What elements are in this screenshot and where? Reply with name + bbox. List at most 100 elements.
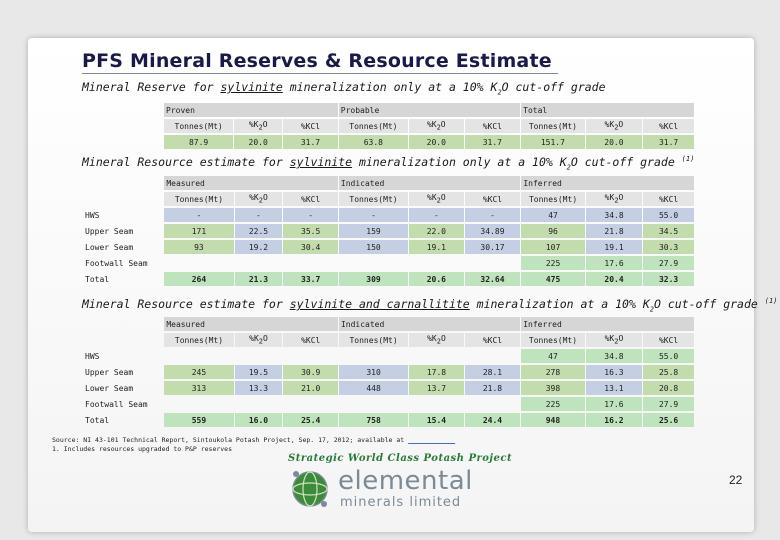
- corner-cell: [85, 333, 163, 347]
- source-link[interactable]: [408, 436, 455, 444]
- row-label: Lower Seam: [85, 383, 134, 393]
- column-header: Tonnes(Mt): [521, 333, 585, 347]
- page-title: PFS Mineral Reserves & Resource Estimate: [82, 50, 552, 72]
- column-header: %K2O: [234, 333, 283, 347]
- table-cell: 16.0: [234, 413, 283, 427]
- column-header: %KCl: [464, 333, 521, 347]
- group-header: Inferred: [521, 176, 694, 190]
- table-cell: 20.0: [408, 135, 464, 149]
- table-cell: [465, 256, 521, 270]
- table-cell: 55.0: [643, 349, 694, 363]
- resource-sylvinite-table: Measured Indicated Inferred Tonnes(Mt) %…: [84, 174, 695, 288]
- table-row: Lower Seam 313 13.3 21.0 448 13.7 21.8 398 13.1 2…: [85, 381, 694, 395]
- table-cell: [283, 397, 338, 411]
- table-cell: 20.6: [409, 272, 464, 286]
- group-header: Measured: [164, 317, 338, 331]
- column-header: Tonnes(Mt): [338, 192, 409, 206]
- column-header: %KCl: [464, 119, 521, 133]
- subtitle-text: O cut-off grade: [570, 155, 682, 169]
- table-cell: 21.3: [234, 272, 283, 286]
- table-cell: 20.8: [643, 381, 694, 395]
- table-cell: [339, 349, 408, 363]
- table-cell: 22.0: [409, 224, 464, 238]
- column-header: %K2O: [585, 119, 643, 133]
- column-header: %K2O: [234, 119, 283, 133]
- page-number: 22: [729, 473, 743, 487]
- group-header: Indicated: [338, 176, 521, 190]
- table-cell: [164, 256, 233, 270]
- table-cell: 27.9: [643, 397, 694, 411]
- subtitle-text: O cut-off grade: [653, 297, 765, 311]
- table-cell: 150: [338, 240, 409, 254]
- table-cell: 398: [521, 381, 585, 395]
- resource-combined-subtitle: Mineral Resource estimate for sylvinite …: [82, 297, 777, 313]
- row-label: HWS: [85, 210, 100, 220]
- table-cell: 20.0: [234, 135, 283, 149]
- table-cell: [409, 256, 464, 270]
- table-cell: 313: [164, 381, 234, 395]
- table-cell: [339, 397, 408, 411]
- table-cell: 151.7: [521, 135, 585, 149]
- table-cell: 31.7: [283, 135, 338, 149]
- group-header-row: Proven Probable Total: [164, 103, 694, 117]
- table-cell: 758: [338, 413, 409, 427]
- table-cell: -: [464, 208, 521, 222]
- table-cell: [283, 349, 338, 363]
- row-label: Lower Seam: [85, 242, 134, 252]
- table-cell: 475: [521, 272, 585, 286]
- row-label: Footwall Seam: [85, 399, 148, 409]
- table-cell: 948: [521, 413, 585, 427]
- row-label: Upper Seam: [85, 226, 134, 236]
- table-cell: 96: [521, 224, 585, 238]
- table-cell: 13.3: [234, 381, 283, 395]
- row-label: Upper Seam: [85, 367, 134, 377]
- table-cell: 16.2: [585, 413, 643, 427]
- subtitle-text: Mineral Resource estimate for: [82, 297, 290, 311]
- row-label: Total: [85, 415, 110, 425]
- group-header: Proven: [164, 103, 338, 117]
- table-cell: 30.4: [283, 240, 338, 254]
- column-header-row: Tonnes(Mt) %K2O %KCl Tonnes(Mt) %K2O %KC…: [85, 333, 694, 347]
- table-cell: 15.4: [409, 413, 464, 427]
- table-cell: 25.8: [643, 365, 694, 379]
- column-header: Tonnes(Mt): [521, 119, 585, 133]
- logo-subtext: minerals limited: [340, 495, 462, 510]
- group-header: Inferred: [521, 317, 694, 331]
- table-cell: 35.5: [283, 224, 338, 238]
- corner-cell: [85, 317, 163, 331]
- table-cell: 19.1: [585, 240, 643, 254]
- column-header: %K2O: [409, 333, 464, 347]
- table-cell: [235, 397, 283, 411]
- table-cell: 17.6: [585, 397, 643, 411]
- table-cell: 34.89: [464, 224, 521, 238]
- subtitle-subscript: 2: [497, 88, 502, 97]
- reserve-table: Proven Probable Total Tonnes(Mt) %K2O %K…: [163, 101, 695, 151]
- resource-sylvinite-subtitle: Mineral Resource estimate for sylvinite …: [82, 155, 694, 171]
- column-header: %K2O: [585, 192, 643, 206]
- table-cell: 21.8: [464, 381, 521, 395]
- table-cell: 34.8: [585, 349, 643, 363]
- subtitle-text: Mineral Reserve for: [82, 80, 221, 94]
- table-cell: 47: [521, 349, 585, 363]
- column-header: %K2O: [585, 333, 643, 347]
- table-cell: 33.7: [283, 272, 338, 286]
- table-row: Footwall Seam 225 17.6 27.9: [85, 256, 694, 270]
- table-cell: 264: [164, 272, 234, 286]
- table-cell: 225: [521, 256, 585, 270]
- table-cell: 17.6: [585, 256, 643, 270]
- table-cell: 20.0: [585, 135, 643, 149]
- table-cell: 310: [338, 365, 409, 379]
- column-header: Tonnes(Mt): [338, 333, 409, 347]
- table-cell: 19.5: [234, 365, 283, 379]
- subtitle-text: O cut-off grade: [501, 80, 606, 94]
- table-cell: 25.6: [643, 413, 694, 427]
- resource-combined-table: Measured Indicated Inferred Tonnes(Mt) %…: [84, 315, 695, 429]
- column-header: %KCl: [643, 119, 694, 133]
- table-row: 87.9 20.0 31.7 63.8 20.0 31.7 151.7 20.0…: [164, 135, 694, 149]
- table-cell: 34.8: [585, 208, 643, 222]
- table-row: Lower Seam 93 19.2 30.4 150 19.1 30.17 107 19.1 3…: [85, 240, 694, 254]
- column-header-row: Tonnes(Mt) %K2O %KCl Tonnes(Mt) %K2O %KC…: [164, 119, 694, 133]
- reserve-subtitle: Mineral Reserve for sylvinite mineraliza…: [82, 80, 606, 96]
- table-cell: 448: [338, 381, 409, 395]
- column-header: Tonnes(Mt): [164, 333, 234, 347]
